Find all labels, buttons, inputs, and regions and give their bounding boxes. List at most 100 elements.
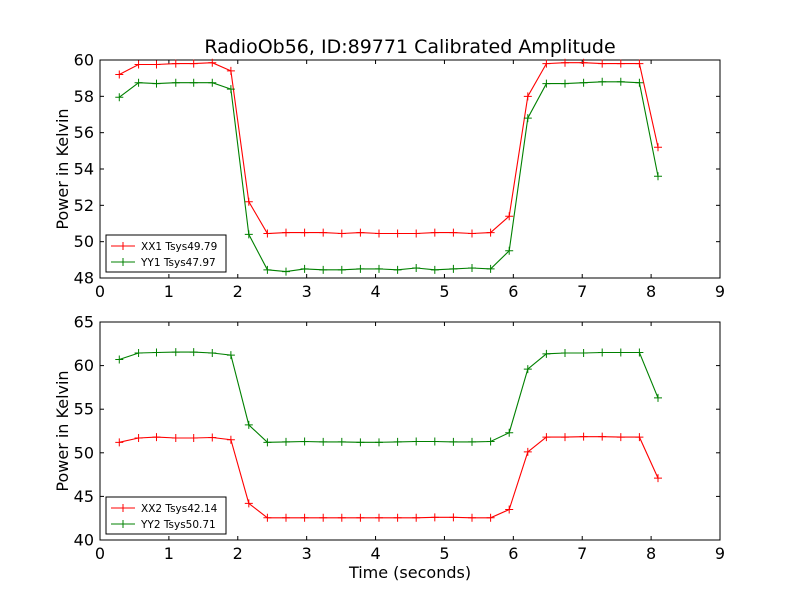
x-tick-label: 9	[715, 544, 725, 563]
data-point-marker	[244, 499, 253, 508]
data-point-marker	[300, 264, 309, 273]
x-tick-label: 3	[302, 282, 312, 301]
x-tick-label: 0	[95, 544, 105, 563]
y-tick-label: 48	[74, 269, 94, 288]
data-point-marker	[486, 264, 495, 273]
series-green	[115, 77, 662, 276]
data-point-marker	[430, 437, 439, 446]
x-tick-label: 2	[233, 544, 243, 563]
data-point-marker	[356, 264, 365, 273]
data-point-marker	[189, 59, 198, 68]
data-point-marker	[152, 348, 161, 357]
data-point-marker	[282, 267, 290, 276]
x-tick-label: 4	[370, 544, 380, 563]
x-tick-label: 8	[646, 282, 656, 301]
data-point-marker	[208, 348, 217, 357]
data-point-marker	[226, 85, 235, 94]
data-point-marker	[263, 229, 272, 238]
data-point-marker	[449, 264, 458, 273]
data-point-marker	[412, 229, 421, 238]
x-axis-label: Time (seconds)	[348, 563, 471, 582]
data-point-marker	[654, 393, 662, 402]
data-point-marker	[598, 59, 607, 68]
x-tick-label: 4	[370, 282, 380, 301]
data-point-marker	[616, 348, 625, 357]
data-point-marker	[412, 513, 421, 522]
y-tick-label: 54	[74, 160, 94, 179]
x-tick-label: 8	[646, 544, 656, 563]
data-point-marker	[468, 513, 476, 522]
data-point-marker	[505, 246, 514, 255]
y-tick-label: 65	[74, 313, 94, 332]
data-point-marker	[486, 228, 495, 237]
data-point-marker	[134, 60, 143, 69]
data-point-marker	[300, 228, 309, 237]
data-point-marker	[337, 437, 346, 446]
data-point-marker	[226, 435, 235, 444]
data-point-marker	[654, 172, 662, 181]
x-tick-label: 5	[439, 282, 449, 301]
y-tick-label: 56	[74, 123, 94, 142]
data-point-marker	[337, 265, 346, 274]
data-point-marker	[542, 349, 551, 358]
legend: XX1 Tsys49.79 YY1 Tsys47.97	[105, 234, 227, 273]
legend-marker-sample	[119, 504, 127, 512]
data-point-marker	[282, 437, 290, 446]
data-point-marker	[134, 433, 143, 442]
data-point-marker	[189, 433, 198, 442]
data-point-marker	[412, 264, 421, 273]
data-point-marker	[282, 513, 290, 522]
data-point-marker	[319, 437, 328, 446]
legend-label: XX2 Tsys42.14	[141, 503, 218, 515]
x-tick-label: 7	[577, 282, 587, 301]
data-point-marker	[319, 265, 328, 274]
data-point-marker	[189, 78, 198, 87]
data-point-marker	[654, 474, 662, 483]
data-point-marker	[505, 428, 514, 437]
data-point-marker	[561, 58, 569, 67]
data-point-marker	[171, 59, 180, 68]
data-point-marker	[393, 513, 402, 522]
data-point-marker	[523, 92, 532, 101]
legend-marker-sample	[119, 242, 127, 250]
data-point-marker	[430, 265, 439, 274]
x-tick-label: 2	[233, 282, 243, 301]
x-tick-label: 6	[508, 282, 518, 301]
data-point-marker	[375, 264, 383, 273]
data-point-marker	[561, 348, 569, 357]
data-point-marker	[356, 438, 365, 447]
data-point-marker	[616, 77, 625, 86]
data-point-marker	[244, 230, 253, 239]
y-tick-label: 60	[74, 356, 94, 375]
data-point-marker	[152, 60, 161, 69]
data-point-marker	[263, 513, 272, 522]
legend-marker-sample	[119, 258, 127, 266]
data-point-marker	[561, 79, 569, 88]
legend-box	[105, 496, 227, 535]
data-point-marker	[635, 78, 644, 87]
data-point-marker	[449, 513, 458, 522]
data-point-marker	[189, 348, 198, 357]
data-point-marker	[542, 59, 551, 68]
data-point-marker	[375, 513, 383, 522]
data-point-marker	[486, 437, 495, 446]
data-point-marker	[375, 229, 383, 238]
data-point-marker	[356, 513, 365, 522]
series-red	[115, 58, 662, 238]
data-point-marker	[115, 438, 124, 447]
data-point-marker	[579, 432, 588, 441]
data-point-marker	[598, 432, 607, 441]
data-point-marker	[523, 447, 532, 456]
data-point-marker	[468, 264, 476, 273]
data-point-marker	[134, 348, 143, 357]
data-point-marker	[337, 513, 346, 522]
y-axis-label: Power in Kelvin	[53, 370, 72, 491]
data-point-marker	[598, 348, 607, 357]
data-point-marker	[393, 229, 402, 238]
data-point-marker	[561, 433, 569, 442]
data-point-marker	[208, 58, 217, 67]
x-tick-label: 0	[95, 282, 105, 301]
data-point-marker	[430, 228, 439, 237]
